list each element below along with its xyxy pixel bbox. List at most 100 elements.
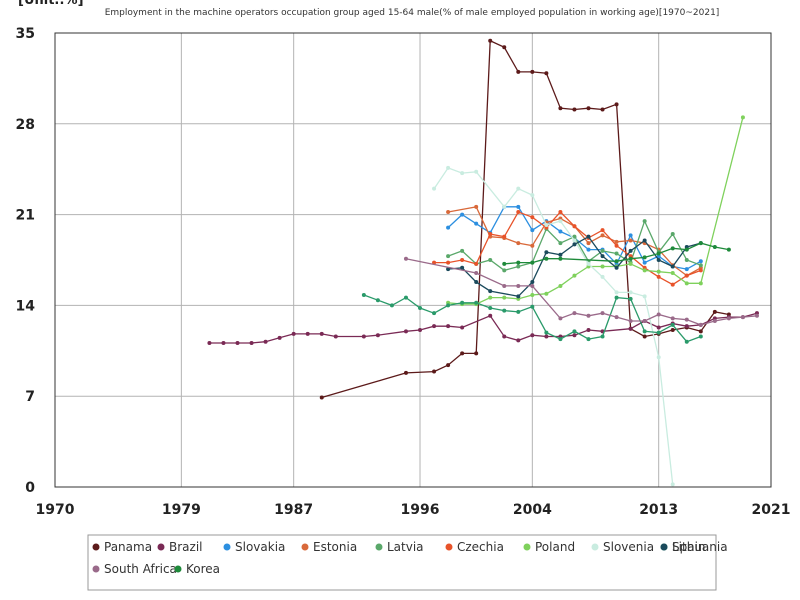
data-point-spain (558, 337, 563, 342)
data-point-spain (361, 293, 366, 298)
data-point-spain (389, 303, 394, 308)
data-point-spain (684, 339, 689, 344)
data-point-poland (628, 261, 633, 266)
data-point-spain (446, 303, 451, 308)
legend-item-latvia: Latvia (375, 540, 424, 554)
data-point-spain (530, 304, 535, 309)
data-point-slovenia (544, 222, 549, 227)
x-tick-label: 2004 (513, 502, 552, 518)
data-point-brazil (572, 333, 577, 338)
data-point-lithuania (474, 280, 479, 285)
axis-ticks: 0 7 14 21 28 35 1970 1979 1987 1996 2004 2013 2021 (16, 26, 791, 518)
legend-label-panama: Panama (104, 540, 152, 554)
data-point-slovenia (516, 186, 521, 191)
data-point-panama (544, 71, 549, 76)
data-point-czechia (656, 274, 661, 279)
data-point-spain (642, 329, 647, 334)
data-point-poland (698, 281, 703, 286)
data-point-estonia (474, 204, 479, 209)
data-point-brazil (418, 328, 423, 333)
data-point-lithuania (614, 265, 619, 270)
series-lithuania (446, 234, 703, 299)
data-point-lithuania (488, 289, 493, 294)
y-tick-label: 0 (25, 480, 35, 496)
data-point-brazil (361, 334, 366, 339)
data-point-latvia (502, 268, 507, 273)
data-point-brazil (235, 341, 240, 346)
data-point-czechia (530, 215, 535, 220)
data-point-brazil (277, 335, 282, 340)
data-point-panama (432, 369, 437, 374)
y-tick-label: 28 (16, 117, 35, 133)
data-point-panama (572, 107, 577, 112)
data-point-latvia (698, 263, 703, 268)
data-point-slovakia (446, 225, 451, 230)
legend-label-south-africa: South Africa (104, 562, 177, 576)
data-point-brazil (586, 328, 591, 333)
data-point-lithuania (558, 252, 563, 257)
data-point-panama (530, 69, 535, 74)
data-point-slovenia (502, 204, 507, 209)
data-point-estonia (586, 241, 591, 246)
data-point-slovakia (558, 229, 563, 234)
data-point-poland (670, 270, 675, 275)
data-point-lithuania (572, 242, 577, 247)
series-lines (207, 38, 759, 487)
data-point-korea (516, 260, 521, 265)
data-point-brazil (656, 325, 661, 330)
data-point-poland (642, 268, 647, 273)
data-point-spain (670, 322, 675, 327)
data-point-spain (600, 334, 605, 339)
data-point-brazil (502, 334, 507, 339)
data-point-latvia (516, 264, 521, 269)
legend-item-korea: Korea (174, 562, 220, 576)
legend-marker-latvia (375, 543, 383, 551)
legend-item-poland: Poland (523, 540, 575, 554)
data-point-spain (460, 300, 465, 305)
data-point-brazil (488, 313, 493, 318)
data-point-brazil (305, 331, 310, 336)
data-point-spain (656, 330, 661, 335)
data-point-brazil (628, 326, 633, 331)
data-point-korea (628, 256, 633, 261)
data-point-brazil (530, 333, 535, 338)
data-point-spain (375, 298, 380, 303)
series-brazil (207, 311, 759, 346)
data-point-south-africa (628, 318, 633, 323)
data-point-spain (586, 337, 591, 342)
data-point-spain (544, 330, 549, 335)
legend-item-slovakia: Slovakia (223, 540, 285, 554)
x-tick-label: 2013 (639, 502, 678, 518)
data-point-korea (670, 246, 675, 251)
data-point-slovenia (656, 355, 661, 360)
series-south-africa (403, 256, 759, 327)
data-point-spain (572, 329, 577, 334)
legend-label-brazil: Brazil (169, 540, 203, 554)
data-point-korea (698, 241, 703, 246)
data-point-panama (319, 395, 324, 400)
legend-marker-poland (523, 543, 531, 551)
data-point-spain (474, 300, 479, 305)
data-point-korea (642, 255, 647, 260)
series-line-south-africa (405, 258, 758, 326)
data-point-panama (614, 102, 619, 107)
data-point-lithuania (530, 280, 535, 285)
data-point-korea (558, 256, 563, 261)
data-point-south-africa (403, 256, 408, 261)
data-point-brazil (516, 338, 521, 343)
data-point-brazil (684, 324, 689, 329)
data-point-south-africa (572, 311, 577, 316)
data-point-spain (502, 308, 507, 313)
data-point-lithuania (628, 248, 633, 253)
data-point-south-africa (614, 315, 619, 320)
x-tick-label: 1987 (274, 502, 313, 518)
data-point-slovakia (474, 221, 479, 226)
series-korea (502, 241, 731, 266)
legend-label-spain: Spain (672, 540, 706, 554)
series-poland (446, 115, 745, 307)
data-point-south-africa (474, 270, 479, 275)
y-tick-label: 35 (16, 26, 35, 42)
data-point-south-africa (516, 283, 521, 288)
data-point-slovenia (432, 186, 437, 191)
data-point-brazil (319, 331, 324, 336)
